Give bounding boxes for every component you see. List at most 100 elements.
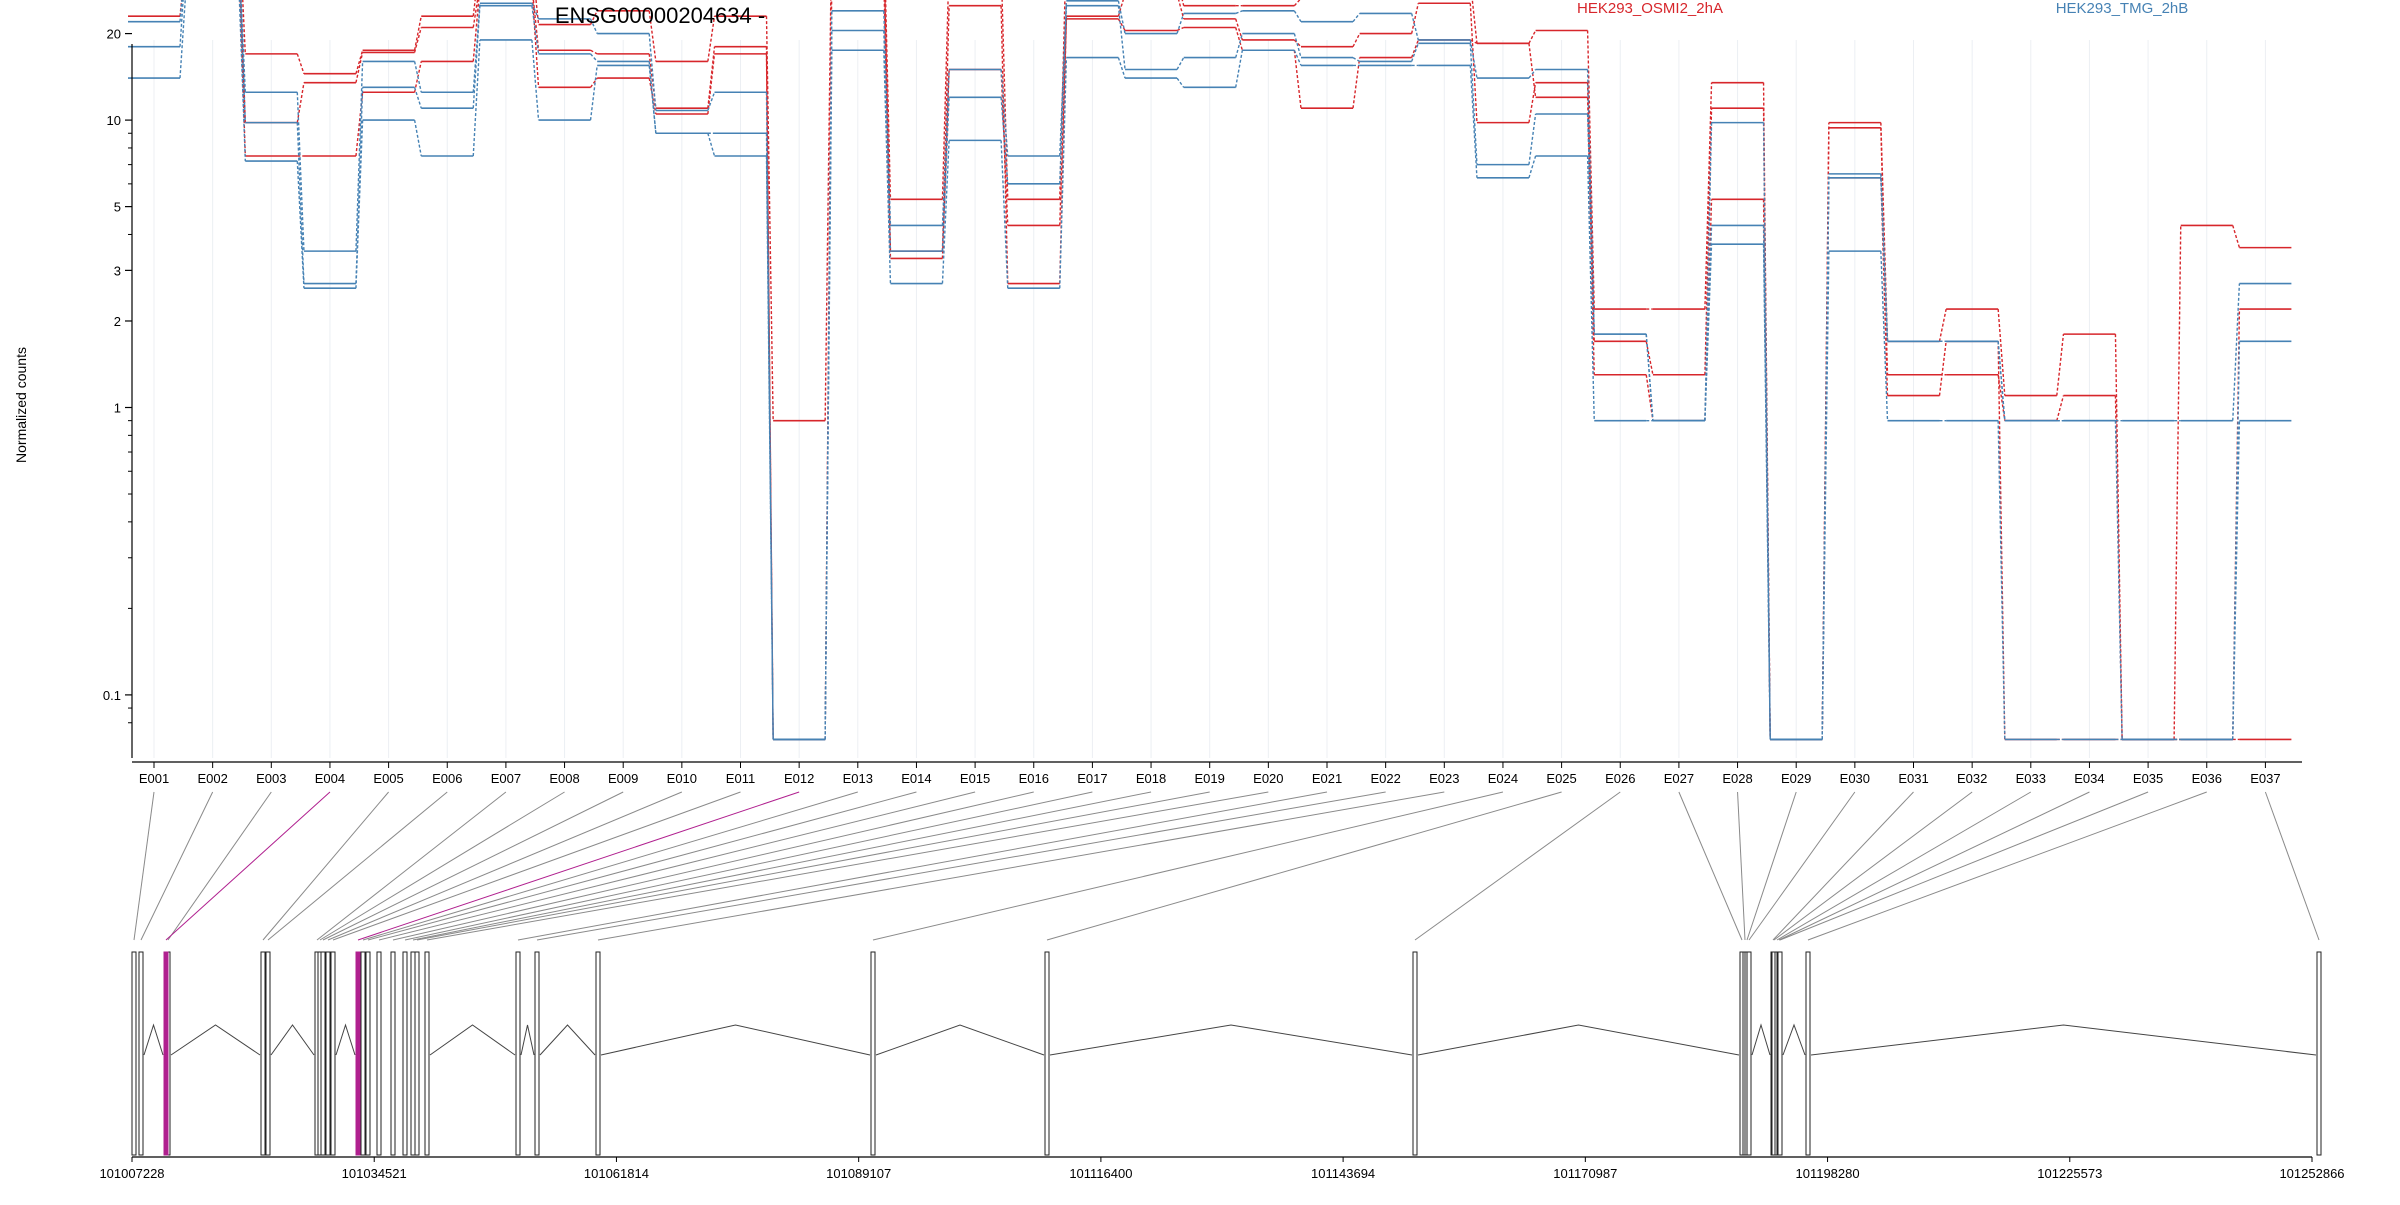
x-tick-label-E023: E023 (1429, 771, 1459, 786)
series-2-connector-E007 (532, 0, 540, 88)
x-tick-label-E003: E003 (256, 771, 286, 786)
series-2-connector-E013 (883, 0, 892, 259)
series-4-connector-E028 (1762, 225, 1771, 740)
x-tick-label-E013: E013 (843, 771, 873, 786)
intron-E026 (1417, 1024, 1740, 1056)
series-1-connector-E025 (1586, 82, 1595, 342)
series-3-connector-E028 (1762, 122, 1771, 740)
series-2-connector-E015 (1000, 69, 1009, 226)
x-tick-label-E025: E025 (1546, 771, 1576, 786)
series-4-connector-E026 (1645, 334, 1654, 421)
exon-connector-E012 (357, 791, 800, 941)
exon-connector-E003 (167, 791, 272, 941)
coord-label-101252866: 101252866 (2279, 1166, 2344, 1181)
series-5-connector-E004 (355, 120, 364, 289)
legend-entry-osmi2: HEK293_OSMI2_2hA (1577, 0, 1723, 17)
x-tick-label-E036: E036 (2192, 771, 2222, 786)
series-5-connector-E017 (1117, 57, 1126, 79)
x-tick-label-E014: E014 (901, 771, 931, 786)
series-0-connector-E035 (2173, 225, 2182, 740)
exon-connector-E036 (1807, 791, 2207, 941)
exon-connector-E017 (404, 791, 1093, 941)
y-tick-label-5: 5 (114, 200, 121, 215)
series-2-connector-E006 (472, 0, 480, 62)
exon-box-E004 (163, 951, 169, 1156)
x-tick-label-E021: E021 (1312, 771, 1342, 786)
series-3-connector-E020 (1293, 10, 1302, 23)
x-tick-label-E027: E027 (1664, 771, 1694, 786)
series-5-connector-E008 (589, 65, 598, 121)
x-tick-label-E037: E037 (2250, 771, 2280, 786)
x-tick-label-E008: E008 (549, 771, 579, 786)
series-3-connector-E004 (355, 61, 364, 252)
series-3-connector-E017 (1117, 0, 1126, 34)
series-2-connector-E018 (1176, 26, 1184, 32)
exon-box-E036 (1805, 951, 1811, 1156)
series-1-connector-E008 (590, 49, 598, 55)
exon-box-E015 (376, 951, 382, 1156)
series-3-connector-E001 (179, 0, 183, 22)
series-2-connector-E026 (1645, 374, 1654, 421)
series-1-connector-E005 (413, 27, 422, 53)
coord-label-101061814: 101061814 (584, 1166, 649, 1181)
series-1-connector-E027 (1704, 108, 1713, 375)
exon-connector-E014 (367, 791, 917, 941)
exon-connector-E022 (536, 791, 1386, 941)
series-4-connector-E003 (296, 122, 305, 284)
coord-label-101143694: 101143694 (1311, 1166, 1375, 1181)
exon-box-E019 (414, 951, 420, 1156)
y-tick-label-3: 3 (114, 263, 121, 278)
series-5-connector-E005 (413, 119, 422, 157)
series-5-connector-E014 (941, 140, 950, 284)
series-1-connector-E030 (1880, 127, 1889, 375)
series-3-connector-E023 (1469, 39, 1478, 79)
exon-connector-E002 (140, 791, 214, 941)
exon-connector-E026 (1414, 791, 1621, 941)
x-tick-label-E004: E004 (315, 771, 345, 786)
exon-box-E025 (1044, 951, 1050, 1156)
x-tick-label-E009: E009 (608, 771, 638, 786)
exon-box-E021 (515, 951, 521, 1156)
coord-label-101089107: 101089107 (826, 1166, 891, 1181)
exon-box-E011 (330, 951, 336, 1156)
x-tick-label-E011: E011 (726, 771, 755, 786)
exon-connector-E001 (133, 791, 155, 941)
series-1-connector-E006 (472, 0, 479, 28)
intron-E011 (335, 1023, 356, 1056)
series-1-connector-E015 (1000, 5, 1009, 284)
series-2-connector-E023 (1469, 39, 1478, 44)
series-4-connector-E006 (472, 5, 481, 109)
series-1-connector-E024 (1528, 82, 1537, 123)
exon-box-E002 (138, 951, 144, 1156)
gene-model-layer: 101007228 101034521 101061814 101089107 1011… (99, 951, 2345, 1181)
series-1-connector-E004 (355, 52, 364, 83)
series-1-connector-E002 (240, 0, 246, 123)
exon-connector-E034 (1778, 791, 2090, 941)
exon-connector-E033 (1776, 791, 2032, 941)
x-tick-label-E012: E012 (784, 771, 814, 786)
series-0-connector-E012 (824, 0, 832, 421)
series-4-connector-E002 (239, 0, 246, 123)
series-4-connector-E008 (590, 53, 598, 62)
series-0-connector-E025 (1586, 30, 1595, 310)
exon-connector-E016 (392, 791, 1034, 941)
exon-connector-E035 (1779, 791, 2149, 941)
exon-connector-E020 (426, 791, 1269, 941)
series-4-connector-E022 (1410, 43, 1419, 62)
x-tick-label-E006: E006 (432, 771, 462, 786)
exon-box-E035 (1777, 951, 1783, 1156)
series-5-connector-E001 (179, 0, 186, 79)
x-tick-label-E031: E031 (1898, 771, 1928, 786)
coord-label-101116400: 101116400 (1069, 1166, 1132, 1181)
legend-entry-tmg: HEK293_TMG_2hB (2056, 0, 2189, 17)
series-0-connector-E032 (1997, 309, 2006, 396)
exon-box-E023 (595, 951, 601, 1156)
exon-connector-E018 (412, 791, 1152, 941)
series-5-connector-E019 (1235, 50, 1244, 88)
x-tick-label-E001: E001 (139, 771, 169, 786)
series-3-connector-E019 (1235, 10, 1243, 15)
exon-connector-E024 (872, 791, 1504, 941)
chart-title: ENSG00000204634 - (555, 3, 765, 28)
intron-E022 (539, 1024, 596, 1056)
exon-box-E018 (410, 951, 416, 1156)
